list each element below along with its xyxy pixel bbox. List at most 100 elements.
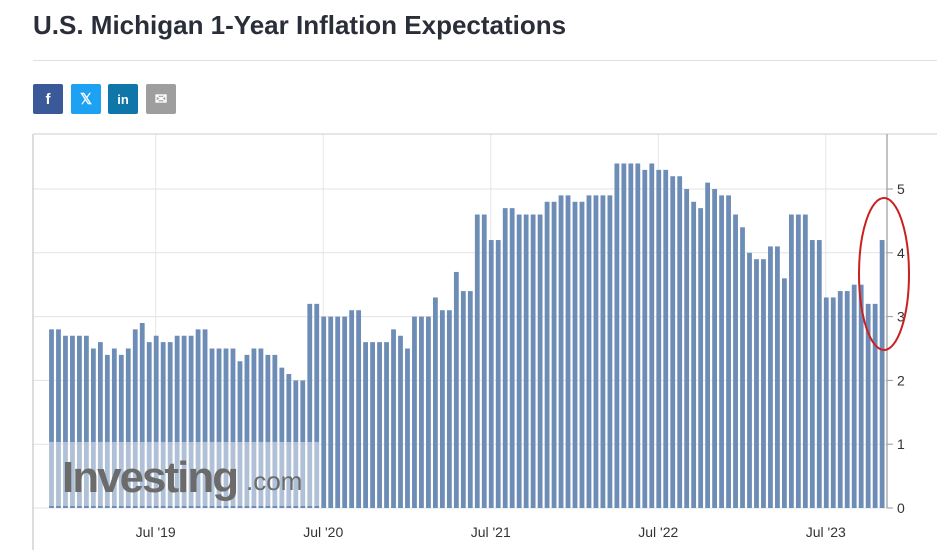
bar[interactable] (258, 348, 264, 509)
bar[interactable] (146, 342, 152, 508)
bar[interactable] (572, 201, 578, 508)
bar[interactable] (363, 342, 368, 508)
bar[interactable] (733, 214, 738, 508)
bar[interactable] (761, 259, 766, 508)
bar[interactable] (565, 195, 571, 508)
bar[interactable] (209, 348, 215, 509)
bar[interactable] (223, 348, 229, 509)
bar[interactable] (579, 201, 585, 508)
bar[interactable] (712, 189, 717, 508)
twitter-share-button[interactable]: 𝕏 (71, 84, 101, 114)
bar[interactable] (628, 163, 634, 509)
bar[interactable] (216, 348, 222, 509)
bar[interactable] (865, 303, 871, 508)
bar[interactable] (830, 297, 836, 508)
bar[interactable] (104, 354, 110, 508)
bar[interactable] (70, 335, 75, 508)
bar[interactable] (670, 176, 676, 509)
bar[interactable] (370, 342, 375, 508)
bar[interactable] (684, 189, 690, 508)
bar[interactable] (663, 169, 669, 509)
bar[interactable] (272, 354, 278, 508)
bar[interactable] (377, 342, 382, 508)
bar[interactable] (125, 348, 131, 509)
bar[interactable] (795, 214, 801, 508)
bar[interactable] (516, 214, 522, 508)
bar[interactable] (244, 354, 250, 508)
bar[interactable] (823, 297, 829, 508)
bar[interactable] (816, 240, 822, 508)
bar[interactable] (384, 342, 389, 508)
bar[interactable] (586, 195, 592, 508)
bar[interactable] (230, 348, 236, 509)
bar[interactable] (837, 291, 843, 508)
bar[interactable] (851, 284, 857, 508)
bar[interactable] (649, 163, 655, 509)
bar[interactable] (537, 214, 543, 508)
bar[interactable] (181, 335, 187, 508)
bar[interactable] (558, 195, 564, 508)
bar[interactable] (132, 329, 138, 508)
bar[interactable] (467, 291, 473, 508)
bar[interactable] (775, 246, 780, 509)
bar[interactable] (405, 348, 410, 509)
bar[interactable] (551, 201, 557, 508)
bar[interactable] (153, 335, 159, 508)
bar[interactable] (530, 214, 536, 508)
bar[interactable] (433, 297, 438, 508)
bar[interactable] (321, 316, 327, 508)
bar[interactable] (474, 214, 480, 508)
bar[interactable] (747, 252, 752, 508)
bar[interactable] (460, 291, 466, 508)
bar[interactable] (453, 271, 459, 508)
bar[interactable] (300, 380, 306, 508)
bar[interactable] (111, 348, 117, 509)
bar[interactable] (495, 240, 501, 508)
bar[interactable] (251, 348, 257, 509)
bar[interactable] (314, 303, 320, 508)
bar[interactable] (160, 342, 166, 508)
bar[interactable] (593, 195, 599, 508)
bar[interactable] (656, 169, 662, 509)
bar[interactable] (279, 367, 285, 508)
bar[interactable] (286, 374, 292, 508)
bar[interactable] (635, 163, 641, 509)
bar[interactable] (265, 354, 271, 508)
bar[interactable] (167, 342, 173, 508)
bar[interactable] (726, 195, 731, 508)
bar[interactable] (802, 214, 808, 508)
bar[interactable] (97, 342, 103, 508)
bar[interactable] (391, 329, 396, 508)
bar[interactable] (754, 259, 759, 508)
bar[interactable] (174, 335, 180, 508)
bar[interactable] (446, 310, 452, 508)
bar[interactable] (195, 329, 201, 508)
bar[interactable] (328, 316, 334, 508)
bar[interactable] (237, 361, 243, 508)
bar[interactable] (307, 303, 313, 508)
bar[interactable] (502, 208, 508, 508)
bar[interactable] (600, 195, 606, 508)
bar[interactable] (740, 227, 745, 508)
bar[interactable] (426, 316, 431, 508)
bar[interactable] (705, 182, 711, 508)
bar[interactable] (614, 163, 620, 509)
bar[interactable] (698, 208, 704, 508)
bar[interactable] (481, 214, 487, 508)
bar[interactable] (509, 208, 515, 508)
facebook-share-button[interactable]: f (33, 84, 63, 114)
bar[interactable] (188, 335, 194, 508)
linkedin-share-button[interactable]: in (108, 84, 138, 114)
bar[interactable] (118, 354, 124, 508)
bar[interactable] (63, 335, 68, 508)
email-share-button[interactable]: ✉ (146, 84, 176, 114)
bar[interactable] (49, 329, 54, 508)
bar[interactable] (544, 201, 550, 508)
bar[interactable] (782, 278, 787, 508)
bar[interactable] (398, 335, 403, 508)
bar[interactable] (56, 329, 61, 508)
bar[interactable] (523, 214, 529, 508)
bar[interactable] (642, 169, 648, 509)
bar[interactable] (84, 335, 89, 508)
bar[interactable] (677, 176, 683, 509)
